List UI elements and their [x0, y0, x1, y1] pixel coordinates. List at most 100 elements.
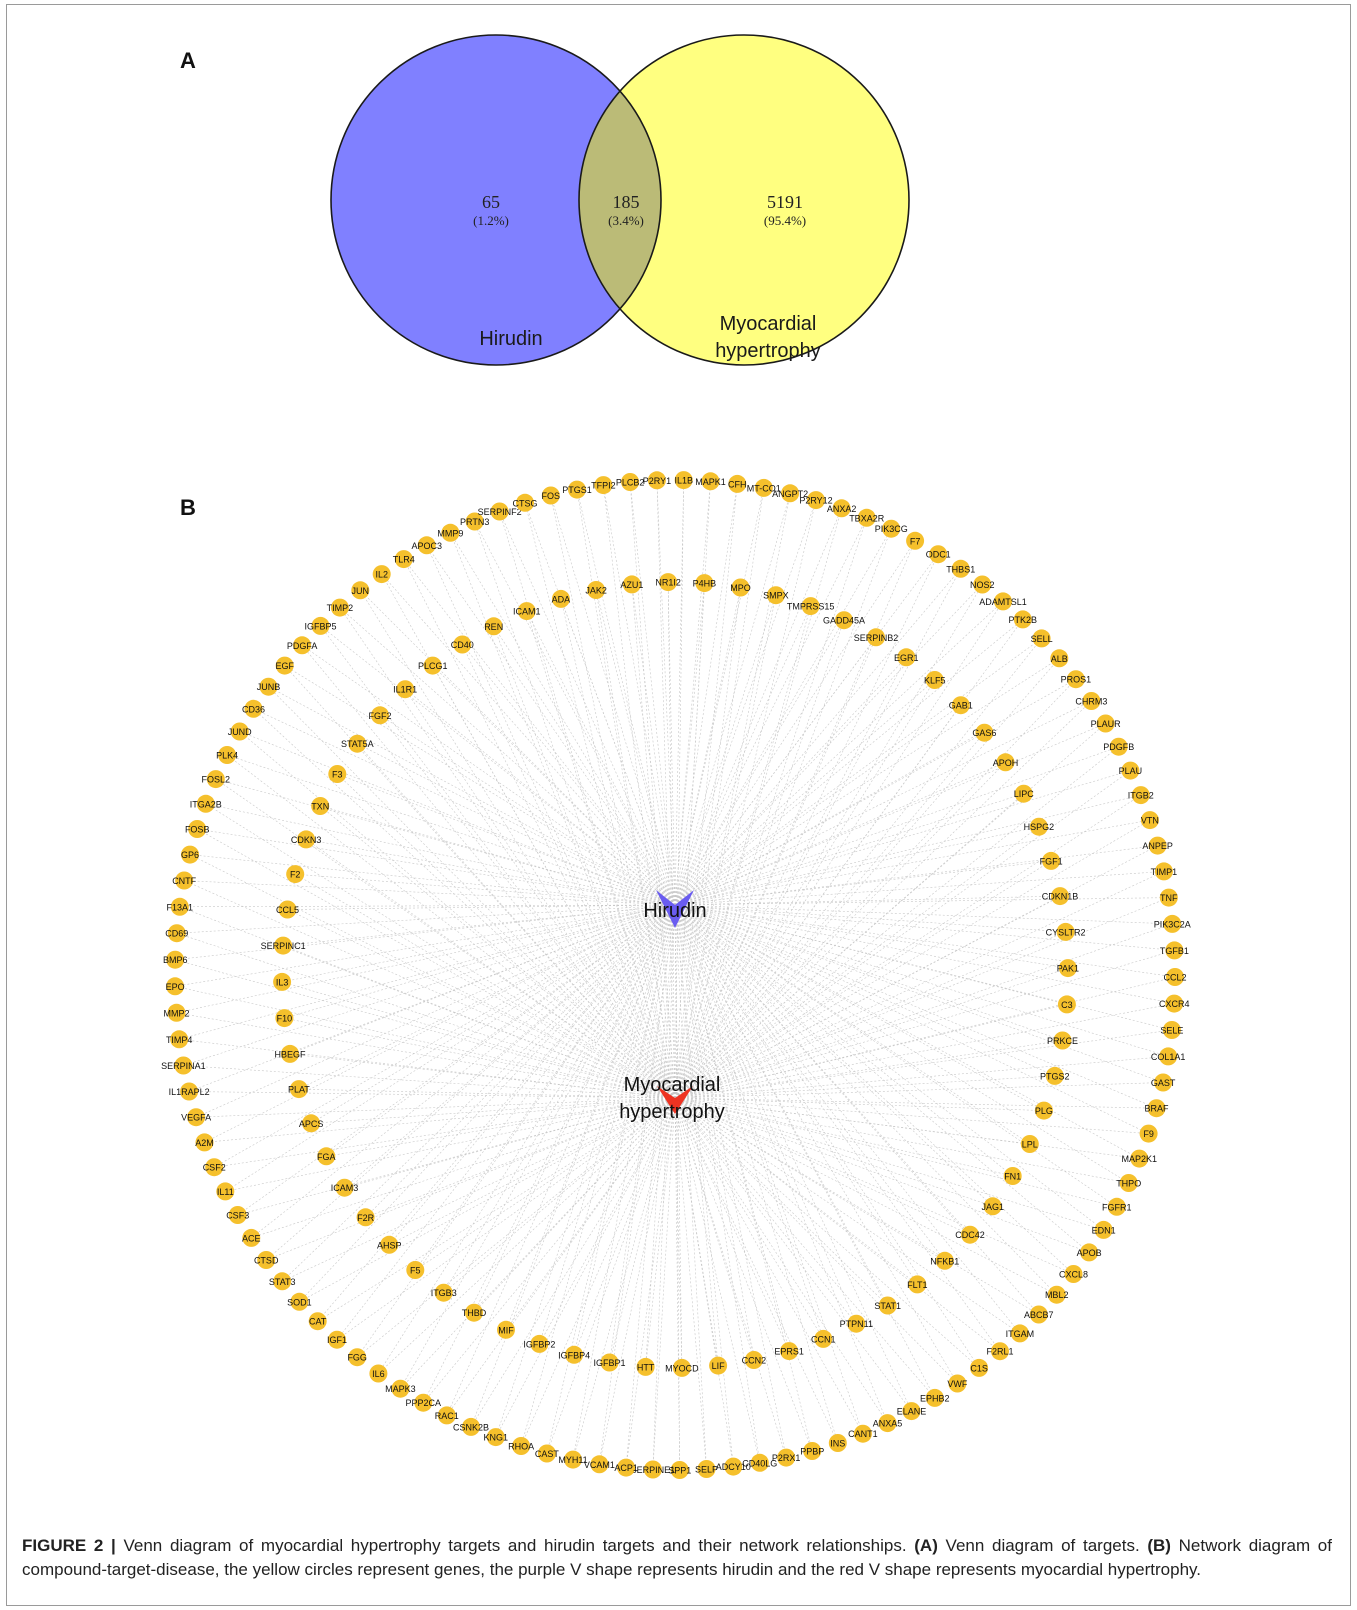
gene-node-gast: GAST	[1151, 1073, 1176, 1092]
svg-text:KNG1: KNG1	[484, 1433, 509, 1443]
edge-lipc	[674, 793, 1024, 906]
gene-node-sod1: SOD1	[287, 1292, 312, 1311]
svg-text:SERPINA1: SERPINA1	[161, 1061, 206, 1071]
edge-stat5a	[357, 743, 676, 906]
edge-il3	[282, 904, 676, 983]
svg-text:BMP6: BMP6	[163, 955, 188, 965]
svg-text:C3: C3	[1061, 1000, 1073, 1010]
svg-text:GADD45A: GADD45A	[823, 616, 865, 626]
edge-map2k1	[674, 1097, 1140, 1159]
gene-node-pak1: PAK1	[1057, 959, 1079, 978]
svg-text:CCN1: CCN1	[811, 1334, 836, 1344]
gene-node-ccn1: CCN1	[811, 1329, 836, 1348]
edge-hbegf	[289, 1053, 676, 1099]
edge-itgb2	[674, 794, 1141, 1099]
gene-node-acp1: ACP1	[614, 1458, 638, 1477]
edge-vtn	[674, 819, 1150, 906]
svg-text:GAB1: GAB1	[949, 701, 973, 711]
edge-vwf	[674, 904, 958, 1384]
svg-text:STAT3: STAT3	[269, 1277, 296, 1287]
svg-text:FGA: FGA	[317, 1152, 336, 1162]
svg-text:PLAUR: PLAUR	[1091, 719, 1122, 729]
edge-serpine1	[652, 1097, 676, 1470]
edge-adamtsl1	[674, 601, 1004, 906]
edge-vegfa	[195, 904, 676, 1118]
svg-text:SMPX: SMPX	[763, 591, 789, 601]
gene-node-csf3: CSF3	[226, 1206, 249, 1224]
gene-node-myocd: MYOCD	[665, 1358, 699, 1377]
edge-cntf	[184, 880, 676, 906]
gene-node-plat: PLAT	[288, 1080, 310, 1099]
gene-node-edn1: EDN1	[1092, 1220, 1116, 1239]
gene-node-abcb7: ABCB7	[1024, 1305, 1054, 1324]
edge-lpl	[674, 904, 1030, 1145]
edge-igfbp5	[320, 625, 676, 906]
gene-node-lpl: LPL	[1020, 1135, 1039, 1153]
edge-txn	[320, 805, 676, 1099]
svg-text:CD36: CD36	[242, 704, 265, 714]
svg-text:F2: F2	[290, 870, 301, 880]
edge-fn1	[674, 904, 1013, 1177]
gene-node-cd40: CD40	[451, 635, 474, 654]
gene-node-jak2: JAK2	[585, 581, 607, 599]
edge-hbegf	[289, 904, 676, 1055]
edge-mmp9	[450, 532, 676, 906]
gene-node-smpx: SMPX	[763, 586, 789, 605]
svg-text:FN1: FN1	[1004, 1172, 1021, 1182]
svg-text:CXCL8: CXCL8	[1059, 1270, 1088, 1280]
edge-prkce	[674, 1040, 1063, 1099]
edge-ada	[560, 598, 676, 906]
edge-pak1	[674, 904, 1068, 969]
edge-ada	[560, 598, 676, 1099]
svg-text:PRKCE: PRKCE	[1047, 1036, 1078, 1046]
edge-il1b	[674, 480, 684, 1099]
gene-node-c1s: C1S	[970, 1358, 989, 1377]
svg-text:CDC42: CDC42	[955, 1230, 985, 1240]
edge-tgfb1	[674, 950, 1175, 1099]
gene-node-cdkn1b: CDKN1B	[1042, 887, 1078, 906]
svg-text:EGR1: EGR1	[894, 653, 919, 663]
svg-text:CCL5: CCL5	[276, 905, 299, 915]
edge-sell	[674, 638, 1042, 1099]
edge-fos	[550, 495, 676, 906]
gene-node-cant1: CANT1	[848, 1424, 878, 1443]
gene-node-il11: IL11	[216, 1182, 235, 1201]
edge-c1s	[674, 1097, 980, 1369]
gene-node-thbs1: THBS1	[946, 559, 975, 578]
edge-gas6	[674, 732, 985, 1099]
gene-node-ins: INS	[828, 1434, 847, 1452]
edge-il2	[381, 573, 676, 906]
svg-text:CCN2: CCN2	[742, 1356, 767, 1366]
edge-icam3	[344, 904, 676, 1188]
gene-node-plaur: PLAUR	[1091, 714, 1122, 733]
edge-ins	[674, 904, 839, 1444]
gene-node-pik3cg: PIK3CG	[875, 519, 908, 538]
gene-node-txn: TXN	[311, 797, 330, 815]
edge-ppp2ca	[423, 1097, 676, 1403]
svg-text:IGFBP5: IGFBP5	[304, 621, 336, 631]
edge-f2	[295, 873, 676, 906]
svg-text:ADCY10: ADCY10	[716, 1462, 751, 1472]
gene-node-ccl2: CCL2	[1163, 968, 1187, 986]
edge-f9	[674, 904, 1149, 1134]
edge-vcam1	[599, 1097, 676, 1465]
edge-cfh	[674, 483, 738, 906]
svg-text:CYSLTR2: CYSLTR2	[1046, 927, 1086, 937]
gene-node-cxcl8: CXCL8	[1059, 1265, 1088, 1283]
edge-lpl	[674, 1097, 1030, 1145]
venn-right-percent: (95.4%)	[764, 213, 806, 228]
edge-col1a1	[674, 1056, 1169, 1099]
gene-node-egf: EGF	[275, 656, 294, 675]
svg-text:BRAF: BRAF	[1144, 1104, 1169, 1114]
svg-text:C1S: C1S	[970, 1363, 988, 1373]
svg-text:TMPRSS15: TMPRSS15	[787, 602, 835, 612]
caption-text-3: Network diagram of compound-target-disea…	[22, 1536, 1332, 1579]
edge-cxcr4	[674, 1003, 1175, 1099]
edge-gadd45a	[674, 620, 845, 906]
svg-text:SELL: SELL	[1031, 634, 1053, 644]
venn-diagram: A 65 (1.2%) 185 (3.4%) 5191 (95.4%) Hiru…	[180, 34, 910, 366]
svg-text:ODC1: ODC1	[926, 550, 951, 560]
svg-text:PIK3CG: PIK3CG	[875, 524, 908, 534]
edge-cd36	[253, 708, 676, 906]
edge-egr1	[674, 657, 907, 906]
